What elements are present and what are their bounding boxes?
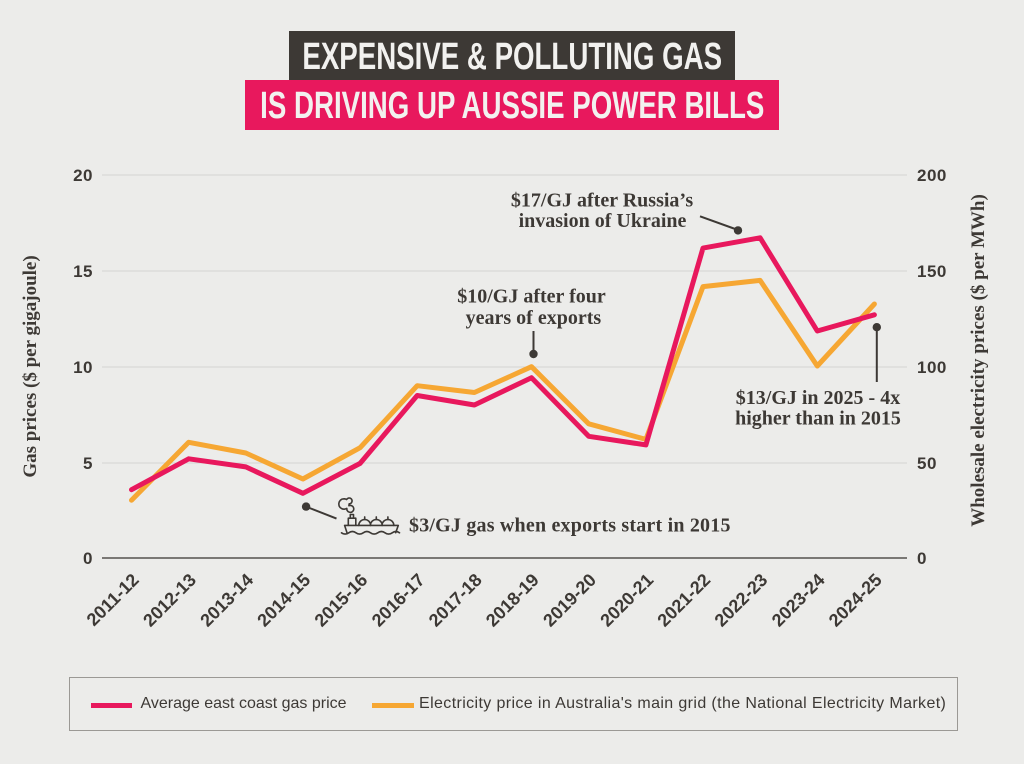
svg-text:5: 5 <box>83 454 93 473</box>
svg-text:150: 150 <box>917 262 947 281</box>
svg-text:2013-14: 2013-14 <box>196 570 257 631</box>
svg-text:0: 0 <box>83 549 93 568</box>
svg-text:$3/GJ gas when exports start i: $3/GJ gas when exports start in 2015 <box>409 515 731 537</box>
svg-text:0: 0 <box>917 549 927 568</box>
svg-text:invasion of Ukraine: invasion of Ukraine <box>519 210 687 232</box>
svg-text:2011-12: 2011-12 <box>83 570 143 630</box>
svg-text:2017-18: 2017-18 <box>425 570 486 631</box>
svg-text:$10/GJ after four: $10/GJ after four <box>457 285 606 307</box>
svg-text:2020-21: 2020-21 <box>596 570 657 631</box>
svg-text:2024-25: 2024-25 <box>825 570 886 631</box>
svg-text:2014-15: 2014-15 <box>253 570 314 631</box>
svg-text:2023-24: 2023-24 <box>768 570 829 631</box>
svg-text:15: 15 <box>73 262 93 281</box>
svg-text:100: 100 <box>917 358 947 377</box>
svg-text:2022-23: 2022-23 <box>711 570 772 631</box>
svg-text:years of exports: years of exports <box>466 307 602 329</box>
svg-text:20: 20 <box>73 166 93 185</box>
svg-text:2015-16: 2015-16 <box>311 570 372 631</box>
svg-text:200: 200 <box>917 166 947 185</box>
svg-text:Gas prices ($ per gigajoule): Gas prices ($ per gigajoule) <box>20 255 41 477</box>
svg-text:$17/GJ after Russia’s: $17/GJ after Russia’s <box>511 190 693 212</box>
svg-text:$13/GJ in 2025 - 4x: $13/GJ in 2025 - 4x <box>736 387 900 409</box>
svg-text:2019-20: 2019-20 <box>539 570 600 631</box>
svg-text:2021-22: 2021-22 <box>653 570 714 631</box>
svg-text:50: 50 <box>917 454 937 473</box>
svg-text:10: 10 <box>73 358 93 377</box>
svg-text:2012-13: 2012-13 <box>139 570 200 631</box>
svg-text:Wholesale electricity prices (: Wholesale electricity prices ($ per MWh) <box>968 194 989 527</box>
svg-text:higher than in 2015: higher than in 2015 <box>735 408 901 430</box>
svg-text:2016-17: 2016-17 <box>368 570 429 631</box>
svg-text:2018-19: 2018-19 <box>482 570 543 631</box>
